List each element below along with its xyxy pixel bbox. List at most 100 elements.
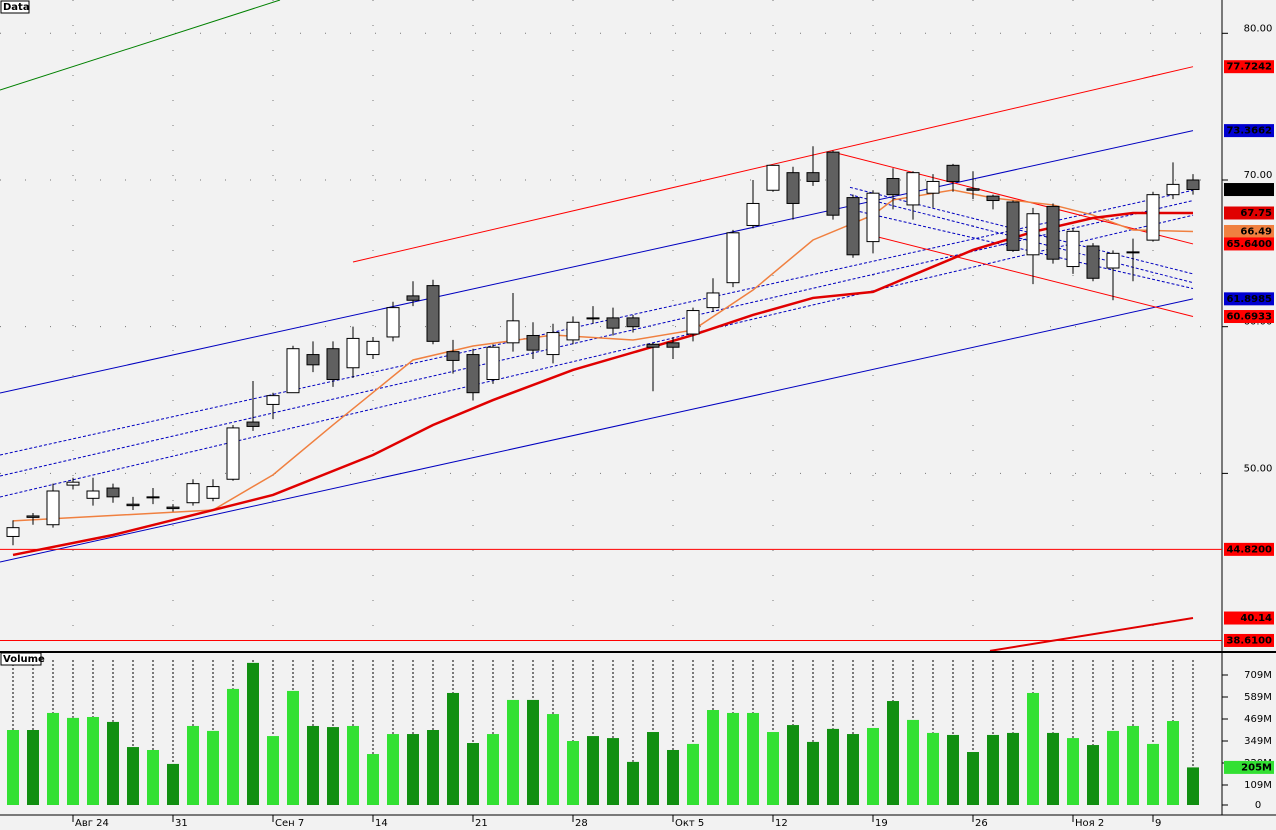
candle-body [606,317,620,329]
chart-title: Data [3,2,30,13]
x-tick-label: Окт 5 [675,818,704,829]
x-tick-label: 19 [875,818,888,829]
price-label-box [1224,237,1274,251]
candle-body [66,481,80,486]
price-label-box [1224,633,1274,647]
volume-bar [787,725,799,805]
volume-tick-label: 469M [1244,714,1272,725]
volume-bar [627,761,639,805]
candle-body [1086,245,1100,279]
x-tick-label: 9 [1155,818,1161,829]
candle-body [286,348,300,394]
volume-bar [107,721,119,805]
x-tick-label: Ноя 2 [1075,818,1104,829]
volume-tick-label: 0 [1255,800,1261,811]
price-label-box [1224,611,1274,625]
volume-bar [507,699,519,805]
candle-body [46,490,60,526]
candle-body [446,351,460,361]
candle-body [1006,201,1020,251]
candle-body [726,232,740,284]
volume-last-label: 205M [1241,762,1272,773]
volume-tick-label: 349M [1244,736,1272,747]
trend-line [0,189,1194,456]
volume-bar [27,730,39,805]
candle-body [506,320,520,344]
candle-body [86,490,100,499]
volume-bar [547,714,559,805]
candle-body [326,348,340,380]
volume-bar [527,699,539,805]
y-tick-label: 80.00 [1244,23,1273,34]
candle-body [486,346,500,380]
x-tick-label: 14 [375,818,388,829]
volume-bar [307,725,319,805]
price-label-box [1224,292,1274,306]
volume-tick-label: 589M [1244,692,1272,703]
price-label: 40.14 [1240,613,1272,624]
candle-body [806,172,820,182]
candle-body [386,307,400,338]
volume-bar [367,754,379,805]
candle-body [26,515,40,518]
volume-bar [427,730,439,805]
volume-bar [1007,732,1019,805]
candle-body [1026,213,1040,256]
trend-line [989,617,1194,651]
volume-bar [467,743,479,805]
price-label: 67.75 [1240,208,1272,219]
candle-body [346,337,360,369]
volume-title: Volume [3,654,45,665]
volume-bar [247,662,259,805]
candle-body [566,321,580,341]
candle-body [266,395,280,405]
candle-body [826,151,840,216]
candle-body [426,285,440,342]
volume-bar [1087,745,1099,805]
x-tick-label: Сен 7 [275,818,304,829]
candle-body [646,343,660,348]
volume-bar [127,747,139,805]
volume-bar [1027,692,1039,805]
candle-body [226,427,240,480]
volume-bar [567,741,579,805]
volume-bar [687,743,699,805]
candle-body [1126,251,1140,254]
price-label: 66.49 [1240,226,1272,237]
volume-bar [67,717,79,805]
candle-body [366,340,380,356]
candle-body [886,178,900,196]
volume-bar [487,734,499,805]
volume-bar [1107,730,1119,805]
trend-line [832,151,1194,245]
volume-bar [207,730,219,805]
candle-body [986,195,1000,202]
volume-bar [7,730,19,805]
candle-body [1186,179,1200,191]
volume-bar [647,732,659,805]
candle-body [666,342,680,348]
candle-body [246,421,260,427]
volume-bar [147,749,159,805]
candles [6,146,1200,546]
volume-bar [767,732,779,805]
trend-line [0,0,281,91]
volume-bar [927,732,939,805]
title-box [0,0,30,14]
volume-bar [1187,767,1199,805]
price-label-box [1224,60,1274,74]
candle-body [866,192,880,243]
price-label-box [1224,542,1274,556]
candle-body [146,496,160,499]
candle-body [946,164,960,182]
volume-bar [827,728,839,805]
candle-body [466,354,480,394]
volume-bar [407,734,419,805]
trend-line [0,130,1194,394]
candle-body [746,202,760,226]
trend-line [352,66,1194,263]
candle-body [306,354,320,366]
